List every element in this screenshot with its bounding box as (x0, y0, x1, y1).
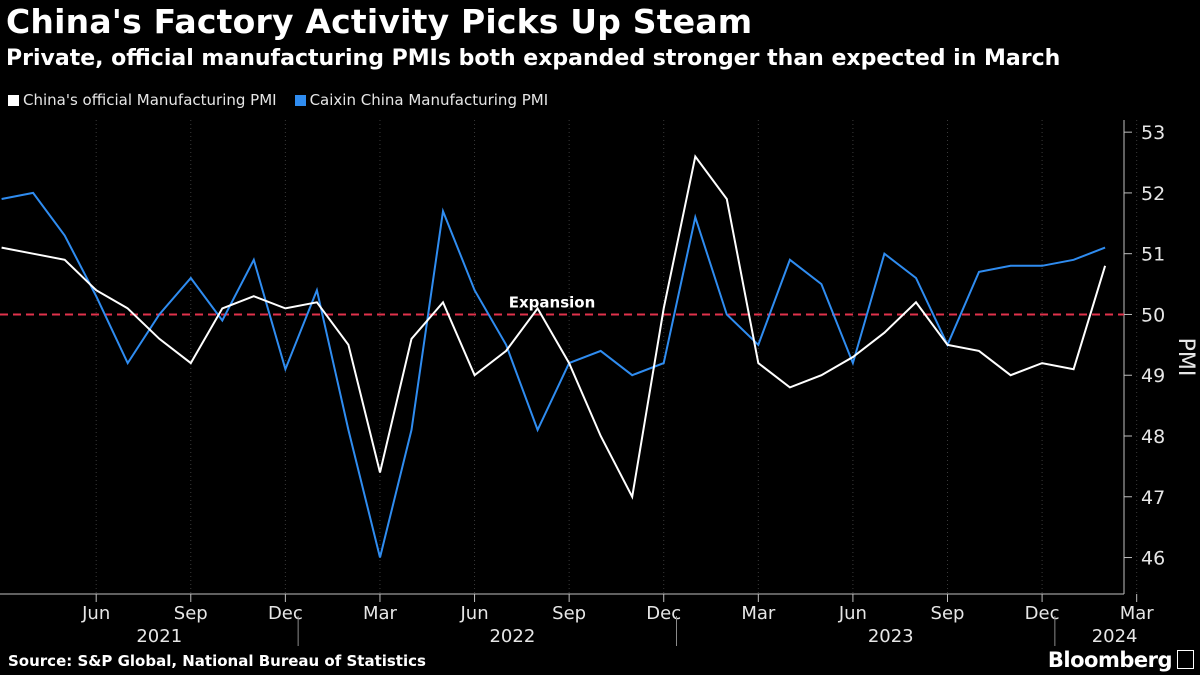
x-tick-label: Mar (1120, 603, 1155, 624)
y-tick-label: 49 (1141, 365, 1165, 387)
x-tick-label: Sep (931, 603, 965, 624)
legend-item-official: China's official Manufacturing PMI (8, 91, 277, 109)
y-tick-label: 50 (1141, 304, 1165, 326)
logo-box-icon (1177, 650, 1194, 669)
chart-title: China's Factory Activity Picks Up Steam (6, 2, 753, 41)
y-axis-title: PMI (1173, 338, 1198, 377)
bloomberg-logo: Bloomberg (1047, 648, 1173, 672)
legend-swatch-official (8, 94, 19, 106)
x-year-label: 2024 (1092, 626, 1138, 647)
legend-item-caixin: Caixin China Manufacturing PMI (294, 91, 549, 109)
x-year-label: 2022 (489, 626, 535, 647)
source-note: Source: S&P Global, National Bureau of S… (8, 652, 426, 670)
y-tick-label: 52 (1141, 183, 1165, 205)
chart-subtitle: Private, official manufacturing PMIs bot… (6, 46, 1061, 71)
x-tick-label: Mar (741, 603, 776, 624)
x-tick-label: Dec (646, 603, 681, 624)
y-tick-label: 51 (1141, 244, 1165, 266)
legend: China's official Manufacturing PMI Caixi… (8, 91, 566, 109)
expansion-label: Expansion (509, 293, 596, 311)
x-tick-label: Jun (81, 603, 110, 624)
legend-label-caixin: Caixin China Manufacturing PMI (309, 91, 549, 109)
x-year-label: 2023 (868, 626, 914, 647)
series-line-official-pmi (1, 154, 1107, 500)
x-tick-label: Mar (363, 603, 398, 624)
x-tick-label: Sep (174, 603, 208, 624)
x-tick-label: Dec (268, 603, 303, 624)
legend-label-official: China's official Manufacturing PMI (23, 91, 277, 109)
x-tick-label: Sep (552, 603, 586, 624)
y-tick-label: 48 (1141, 426, 1165, 448)
x-tick-label: Jun (459, 603, 488, 624)
legend-swatch-caixin (294, 94, 306, 106)
series-line-caixin-pmi (1, 191, 1106, 558)
x-tick-label: Jun (838, 603, 867, 624)
y-tick-label: 46 (1141, 548, 1165, 570)
x-year-label: 2021 (136, 626, 182, 647)
y-tick-label: 53 (1141, 122, 1165, 144)
y-tick-label: 47 (1141, 487, 1165, 509)
x-tick-label: Dec (1025, 603, 1060, 624)
